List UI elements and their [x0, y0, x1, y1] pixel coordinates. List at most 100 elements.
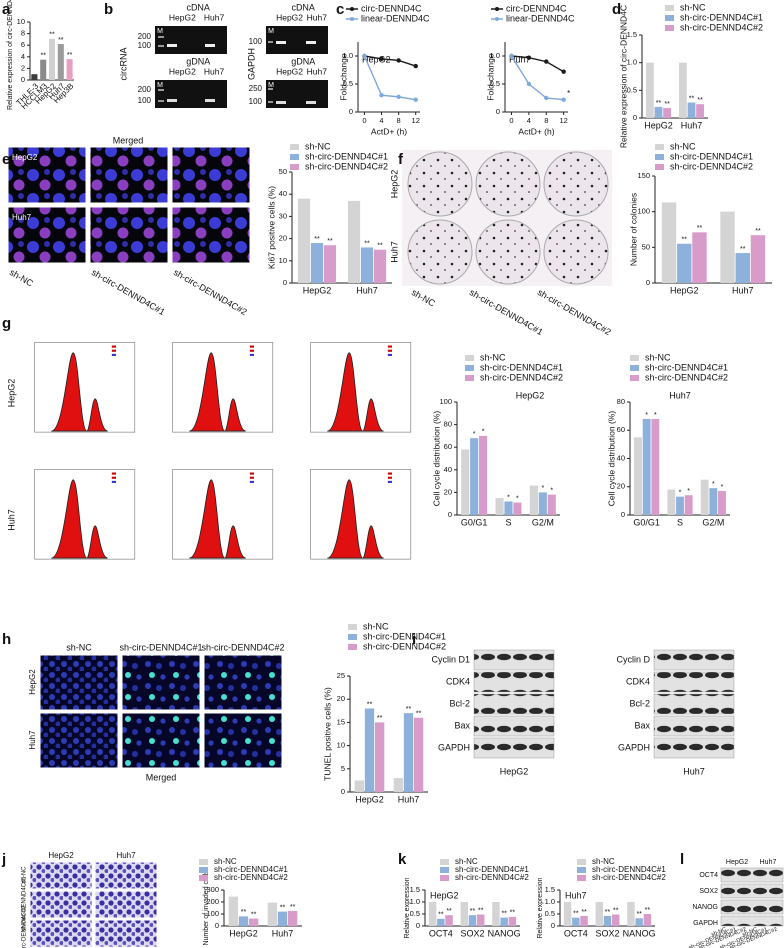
y-axis-label: Fold-change [485, 53, 495, 101]
x-tick-label: 0 [509, 116, 513, 125]
row-label: sh-NC [22, 866, 28, 884]
ladder-label: 100 [138, 96, 152, 105]
bar [492, 902, 500, 926]
bar [347, 200, 361, 283]
x-tick-label: S [505, 517, 511, 527]
legend-swatch [495, 7, 499, 11]
gel-title: cDNA [291, 2, 315, 12]
bar [563, 902, 572, 926]
line [510, 55, 564, 101]
row-label: Huh7 [12, 213, 32, 222]
legend-swatch [440, 867, 449, 873]
y-tick-label: 0 [341, 787, 345, 796]
western-blots [473, 649, 784, 927]
legend-label: sh-NC [480, 352, 506, 362]
significance-label: ** [251, 911, 257, 918]
legend-label: sh-circ-DENND4C#1 [305, 151, 388, 161]
column-label: sh-NC [410, 287, 438, 309]
bar [413, 717, 424, 792]
row-label: sh-circ-DENND4C#1 [22, 876, 28, 932]
gel-lane-label: HepG2 [276, 66, 303, 76]
image-shape [268, 41, 273, 43]
image-shape [310, 468, 412, 560]
image-shape [158, 45, 164, 47]
image-shape [473, 649, 555, 671]
legend-label: sh-circ-DENND4C#1 [455, 865, 529, 874]
bar [634, 437, 642, 515]
bar [238, 916, 249, 926]
y-tick-label: 0 [21, 75, 25, 84]
significance-label: ** [689, 95, 695, 102]
x-tick-label: 8 [544, 116, 548, 125]
legend-label: circ-DENND4C [361, 3, 422, 13]
y-tick-label: 80 [617, 397, 625, 406]
bar [538, 492, 547, 515]
gel-lane-label: Huh7 [307, 66, 328, 76]
y-tick-label: 200 [206, 897, 219, 906]
significance-label: * [473, 431, 476, 438]
bar [720, 211, 735, 283]
legend-label: sh-circ-DENND4C#1 [670, 151, 753, 161]
image-shape [205, 99, 215, 102]
ladder-label: 200 [138, 85, 152, 94]
cell-line-label: Huh7 [683, 766, 705, 776]
image-title: Merged [113, 135, 144, 145]
gel-marker: M [157, 82, 163, 89]
flow-histograms [34, 341, 412, 560]
row-label: Huh7 [389, 241, 399, 263]
gel-lane-label: HepG2 [169, 12, 196, 22]
legend-swatch [290, 144, 299, 150]
image-shape [167, 99, 177, 102]
protein-label: NANOG [692, 904, 718, 911]
protein-label: GAPDH [618, 742, 650, 752]
legend-swatch [577, 867, 586, 873]
row-label: Huh7 [28, 730, 37, 750]
y-tick-label: 20 [444, 487, 452, 496]
legend-swatch [665, 25, 674, 31]
bar [692, 232, 707, 283]
bar [403, 713, 414, 792]
panel-letter: b [104, 1, 113, 18]
significance-label: * [712, 481, 715, 488]
y-tick-label: 30 [279, 211, 287, 220]
legend-label: sh-circ-DENND4C#2 [305, 161, 388, 171]
legend-swatch [199, 875, 208, 881]
image-shape [121, 712, 201, 769]
y-tick-label: 1.0 [627, 58, 637, 67]
column-label: sh-circ-DENND4C#1 [468, 287, 545, 337]
panel-letter: d [612, 1, 621, 18]
image-shape [155, 80, 227, 108]
legend-swatch [350, 7, 354, 11]
gel-images [155, 26, 328, 108]
chart-subtitle: HepG2 [430, 890, 459, 900]
significance-label: ** [656, 100, 662, 107]
y-tick-label: 0 [621, 510, 625, 519]
chart-subtitle: HepG2 [516, 390, 545, 400]
bar [228, 896, 239, 926]
image-shape [89, 146, 169, 204]
point [526, 81, 532, 87]
y-tick-label: 100 [206, 909, 219, 918]
protein-label: Bcl-2 [629, 698, 650, 708]
legend-label: sh-NC [592, 857, 615, 866]
x-tick-label: 12 [412, 116, 420, 125]
point [413, 63, 418, 69]
legend-label: linear-DENND4C [361, 13, 430, 23]
x-tick-label: Huh7 [356, 285, 378, 295]
x-tick-label: HepG2 [644, 120, 673, 130]
image-shape [29, 861, 93, 890]
tunel-images [39, 654, 283, 769]
image-shape [171, 146, 251, 204]
y-tick-label: 1.5 [545, 885, 555, 894]
y-tick-label: 40 [617, 453, 625, 462]
legend-swatch [348, 644, 357, 650]
y-tick-label: 0.5 [343, 79, 353, 88]
y-tick-label: 150 [637, 171, 650, 180]
panel-letter: c [336, 1, 344, 18]
y-tick-label: 1.5 [627, 30, 637, 39]
x-tick-label: 8 [397, 116, 401, 125]
protein-label: Cyclin D [616, 654, 650, 664]
y-tick-label: 50 [642, 242, 650, 251]
legend-swatch [199, 867, 208, 873]
